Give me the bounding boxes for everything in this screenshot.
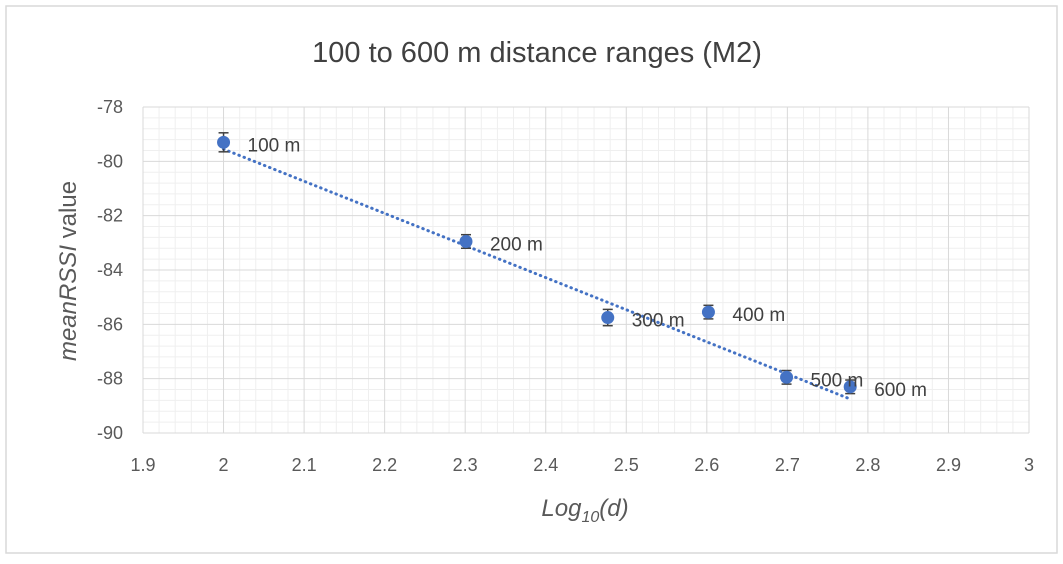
y-tick-label: -82 xyxy=(97,206,123,226)
data-point xyxy=(780,370,794,384)
data-label: 600 m xyxy=(874,380,927,401)
y-axis-title-rest: value xyxy=(55,181,82,245)
x-tick-label: 2.2 xyxy=(372,455,397,475)
y-tick-label: -80 xyxy=(97,151,123,171)
data-label: 500 m xyxy=(811,370,864,391)
axes: 1.9 2 2.1 2.2 2.3 2.4 2.5 2.6 2.7 2.8 2.9 3 -78 -80 -8… xyxy=(97,97,1034,475)
data-label: 200 m xyxy=(490,234,543,255)
y-tick-label: -86 xyxy=(97,314,123,334)
x-tick-label: 2 xyxy=(219,455,229,475)
x-tick-label: 2.1 xyxy=(292,455,317,475)
trendline xyxy=(222,147,852,401)
x-axis-title-rest: (d) xyxy=(599,495,628,522)
x-tick-label: 2.4 xyxy=(533,455,558,475)
trendline-layer xyxy=(222,147,852,401)
x-tick-label: 2.8 xyxy=(855,455,880,475)
x-tick-label: 1.9 xyxy=(130,455,155,475)
data-labels: 100 m 200 m 300 m 400 m 500 m 600 m xyxy=(248,135,927,401)
data-label: 400 m xyxy=(732,305,785,326)
data-points xyxy=(217,132,857,395)
x-tick-label: 2.9 xyxy=(936,455,961,475)
grid xyxy=(142,106,1030,434)
chart-title: 100 to 600 m distance ranges (M2) xyxy=(312,37,762,69)
x-axis-title: Log10(d) xyxy=(541,495,628,526)
data-point xyxy=(459,234,473,248)
x-axis-title-base: Log xyxy=(541,495,582,522)
x-tick-label: 2.3 xyxy=(453,455,478,475)
y-tick-label: -78 xyxy=(97,97,123,117)
y-tick-label: -90 xyxy=(97,423,123,443)
x-axis-title-subscript: 10 xyxy=(581,509,599,526)
chart-border xyxy=(5,5,1058,554)
y-axis-title: meanRSSI value xyxy=(55,181,82,361)
data-label: 300 m xyxy=(632,311,685,332)
y-tick-label: -88 xyxy=(97,369,123,389)
y-axis-title-italic: meanRSSI xyxy=(55,245,82,361)
y-tick-label: -84 xyxy=(97,260,123,280)
data-point xyxy=(701,305,715,319)
x-tick-label: 2.5 xyxy=(614,455,639,475)
data-point xyxy=(217,135,231,149)
data-point xyxy=(843,380,857,394)
data-label: 100 m xyxy=(248,135,301,156)
data-point xyxy=(601,311,615,325)
x-tick-label: 2.7 xyxy=(775,455,800,475)
x-tick-label: 2.6 xyxy=(694,455,719,475)
x-tick-label: 3 xyxy=(1024,455,1034,475)
